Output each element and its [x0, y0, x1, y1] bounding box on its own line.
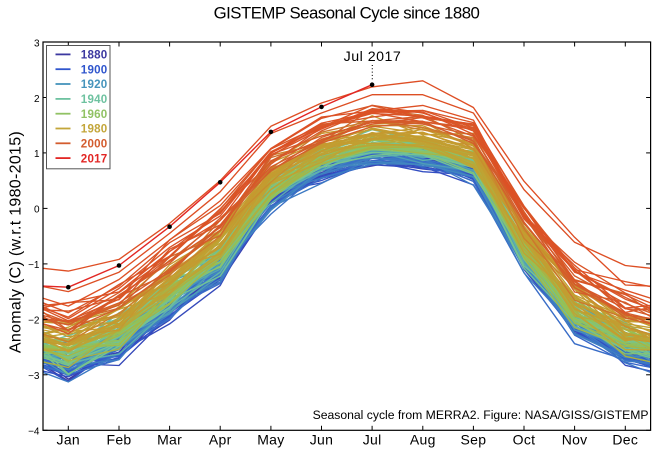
svg-text:Sep: Sep: [460, 432, 486, 448]
svg-text:Apr: Apr: [209, 432, 232, 448]
svg-text:1920: 1920: [81, 78, 108, 91]
svg-text:1: 1: [34, 149, 40, 160]
svg-text:1940: 1940: [81, 93, 108, 106]
svg-text:Mar: Mar: [157, 432, 182, 448]
svg-text:2: 2: [34, 94, 40, 105]
svg-text:Dec: Dec: [612, 432, 638, 448]
svg-text:1960: 1960: [81, 108, 108, 121]
svg-text:Jul: Jul: [363, 432, 382, 448]
svg-text:1880: 1880: [81, 49, 108, 62]
svg-text:Jul 2017: Jul 2017: [344, 49, 402, 65]
svg-text:Anomaly (C) (w.r.t 1980-2015): Anomaly (C) (w.r.t 1980-2015): [8, 131, 25, 353]
svg-text:2000: 2000: [81, 138, 108, 151]
svg-text:1900: 1900: [81, 63, 108, 76]
svg-text:2017: 2017: [81, 152, 108, 165]
svg-text:3: 3: [34, 38, 40, 49]
svg-text:Jun: Jun: [310, 432, 333, 448]
svg-text:Jan: Jan: [57, 432, 80, 448]
svg-text:Feb: Feb: [106, 432, 131, 448]
svg-text:−3: −3: [28, 371, 40, 382]
svg-text:Oct: Oct: [513, 432, 536, 448]
svg-text:Nov: Nov: [562, 432, 588, 448]
svg-text:−1: −1: [28, 260, 40, 271]
svg-text:−4: −4: [28, 427, 40, 438]
svg-text:−2: −2: [28, 316, 40, 327]
svg-text:1980: 1980: [81, 123, 108, 136]
svg-text:May: May: [257, 432, 284, 448]
svg-text:GISTEMP Seasonal Cycle since 1: GISTEMP Seasonal Cycle since 1880: [214, 4, 480, 23]
svg-text:0: 0: [34, 205, 40, 216]
svg-text:Aug: Aug: [410, 432, 436, 448]
svg-text:Seasonal cycle from MERRA2. Fi: Seasonal cycle from MERRA2. Figure: NASA…: [313, 408, 649, 422]
